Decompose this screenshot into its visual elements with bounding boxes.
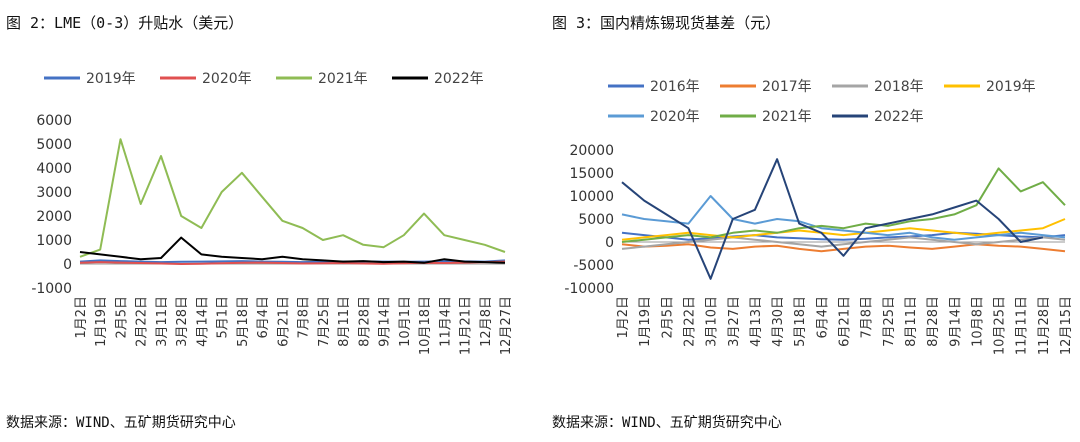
legend-label: 2020年 xyxy=(650,109,700,125)
x-tick-label: 7月25日 xyxy=(317,296,332,347)
x-tick-label: 6月4日 xyxy=(815,296,830,339)
x-tick-label: 1月2日 xyxy=(74,296,89,339)
x-tick-label: 1月2日 xyxy=(616,296,631,339)
right-source-note: 数据来源：WIND、五矿期货研究中心 xyxy=(552,415,782,431)
x-tick-label: 7月8日 xyxy=(860,296,875,339)
x-tick-label: 5月18日 xyxy=(793,296,808,347)
x-tick-label: 5月1日 xyxy=(216,296,231,339)
y-tick-label: 6000 xyxy=(36,113,72,129)
x-tick-label: 4月14日 xyxy=(195,296,210,347)
x-tick-label: 3月28日 xyxy=(175,296,190,347)
legend-label: 2020年 xyxy=(202,71,252,87)
x-tick-label: 9月14日 xyxy=(948,296,963,347)
x-tick-label: 7月8日 xyxy=(297,296,312,339)
series-line-3 xyxy=(621,236,1066,250)
x-tick-label: 7月25日 xyxy=(882,296,897,347)
x-tick-label: 8月28日 xyxy=(926,296,941,347)
series-line-5 xyxy=(621,195,1066,241)
y-tick-label: 1000 xyxy=(36,233,72,249)
x-tick-label: 8月28日 xyxy=(357,296,372,347)
x-tick-label: 2月5日 xyxy=(114,296,129,339)
x-tick-label: 11月21日 xyxy=(459,296,474,355)
x-tick-label: 10月25日 xyxy=(993,296,1008,355)
x-tick-label: 11月11日 xyxy=(1015,296,1030,355)
x-tick-label: 6月21日 xyxy=(838,296,853,347)
lme-spread-chart: 2019年 2020年 2021年 2022年 -1000 0 1000 2000 3000 40… xyxy=(31,71,514,355)
x-tick-label: 2月22日 xyxy=(135,296,150,347)
y-tick-label: -5000 xyxy=(573,258,614,274)
x-tick-label: 12月8日 xyxy=(479,296,494,347)
legend-label: 2019年 xyxy=(86,71,136,87)
x-tick-label: 3月10日 xyxy=(705,296,720,347)
x-tick-label: 11月28日 xyxy=(1037,296,1052,355)
series-line-2 xyxy=(621,243,1066,253)
legend-label: 2019年 xyxy=(986,79,1036,95)
y-tick-label: -1000 xyxy=(31,281,72,297)
tin-basis-chart: 2016年 2017年 2018年 2019年 2020年 2021年 2022年 -1000… xyxy=(564,79,1074,355)
y-tick-label: 4000 xyxy=(36,161,72,177)
series-line-4 xyxy=(79,236,506,264)
left-source-note: 数据来源：WIND、五矿期货研究中心 xyxy=(6,415,236,431)
x-tick-label: 2月22日 xyxy=(682,296,697,347)
series-line-4 xyxy=(621,218,1066,241)
y-tick-label: 20000 xyxy=(569,143,614,159)
right-chart-title: 图 3：国内精炼锡现货基差（元） xyxy=(552,14,781,32)
x-tick-label: 6月21日 xyxy=(276,296,291,347)
y-tick-label: 3000 xyxy=(36,185,72,201)
x-tick-label: 1月19日 xyxy=(638,296,653,347)
y-tick-label: 0 xyxy=(605,235,614,251)
series-line-7 xyxy=(621,158,1044,280)
x-tick-label: 6月4日 xyxy=(256,296,271,339)
series-line-1 xyxy=(621,231,1066,241)
legend-label: 2017年 xyxy=(762,79,812,95)
x-tick-label: 3月11日 xyxy=(155,296,170,347)
y-tick-label: 5000 xyxy=(36,137,72,153)
x-tick-label: 11月4日 xyxy=(438,296,453,347)
legend-label: 2016年 xyxy=(650,79,700,95)
x-tick-label: 12月27日 xyxy=(499,296,514,355)
y-tick-label: -10000 xyxy=(564,281,614,297)
x-tick-label: 8月11日 xyxy=(337,296,352,347)
series-line-3 xyxy=(79,138,506,258)
x-tick-label: 10月18日 xyxy=(418,296,433,355)
legend-label: 2022年 xyxy=(874,109,924,125)
x-tick-label: 12月15日 xyxy=(1059,296,1074,355)
left-chart-title: 图 2：LME（0-3）升贴水（美元） xyxy=(6,14,244,32)
legend-label: 2018年 xyxy=(874,79,924,95)
legend-label: 2022年 xyxy=(434,71,484,87)
x-tick-label: 9月14日 xyxy=(378,296,393,347)
x-tick-label: 5月18日 xyxy=(236,296,251,347)
x-tick-label: 10月1日 xyxy=(398,296,413,347)
y-tick-label: 2000 xyxy=(36,209,72,225)
series-line-6 xyxy=(621,167,1066,243)
legend-label: 2021年 xyxy=(762,109,812,125)
x-tick-label: 8月11日 xyxy=(904,296,919,347)
y-tick-label: 0 xyxy=(63,257,72,273)
x-tick-label: 1月19日 xyxy=(94,296,109,347)
y-tick-label: 15000 xyxy=(569,166,614,182)
x-tick-label: 4月30日 xyxy=(771,296,786,347)
x-tick-label: 10月8日 xyxy=(970,296,985,347)
x-tick-label: 2月5日 xyxy=(660,296,675,339)
y-tick-label: 10000 xyxy=(569,189,614,205)
x-tick-label: 3月27日 xyxy=(727,296,742,347)
legend-label: 2021年 xyxy=(318,71,368,87)
series-line-2 xyxy=(79,260,506,265)
x-tick-label: 4月13日 xyxy=(749,296,764,347)
y-tick-label: 5000 xyxy=(578,212,614,228)
